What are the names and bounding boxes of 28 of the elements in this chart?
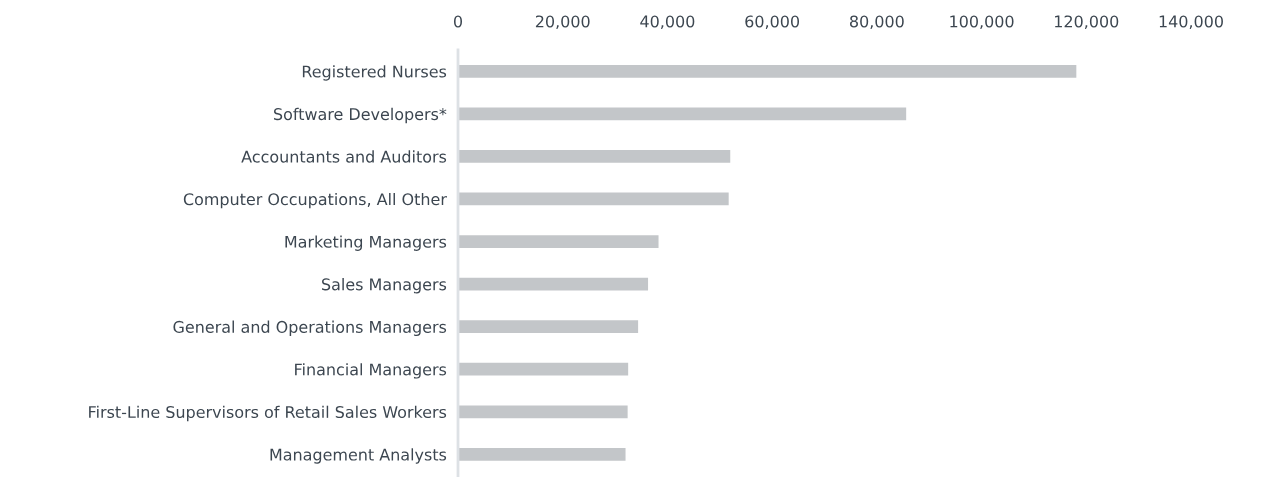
bar — [458, 320, 639, 334]
y-tick-label: Marketing Managers — [285, 235, 447, 251]
y-tick-label: Software Developers* — [274, 107, 447, 124]
y-tick-label: First-Line Supervisors of Retail Sales Workers — [89, 405, 447, 422]
bar — [458, 447, 626, 461]
x-tick-label: 0 — [453, 15, 463, 28]
x-tick-label: 80,000 — [850, 15, 904, 30]
x-tick-label: 120,000 — [1055, 15, 1119, 30]
bar — [458, 150, 731, 163]
y-tick-label: Registered Nurses — [302, 65, 447, 81]
y-tick-label: Sales Managers — [322, 278, 447, 294]
y-tick-label: Financial Managers — [295, 363, 447, 379]
bar — [458, 277, 649, 291]
x-tick-label: 60,000 — [745, 15, 800, 30]
bar — [458, 107, 907, 121]
bar — [458, 64, 1077, 78]
y-tick-label: Management Analysts — [270, 448, 447, 464]
y-tick-label: Accountants and Auditors — [241, 150, 447, 163]
bar — [458, 405, 628, 419]
x-tick-label: 100,000 — [950, 15, 1014, 30]
y-tick-label: General and Operations Managers — [173, 320, 447, 337]
bar — [458, 235, 659, 248]
bar — [458, 362, 629, 376]
x-tick-label: 40,000 — [640, 15, 695, 30]
x-tick-label: 20,000 — [535, 15, 590, 30]
bar — [458, 192, 729, 206]
y-tick-label: Computer Occupations, All Other — [183, 192, 447, 209]
x-tick-label: 140,000 — [1159, 15, 1223, 30]
